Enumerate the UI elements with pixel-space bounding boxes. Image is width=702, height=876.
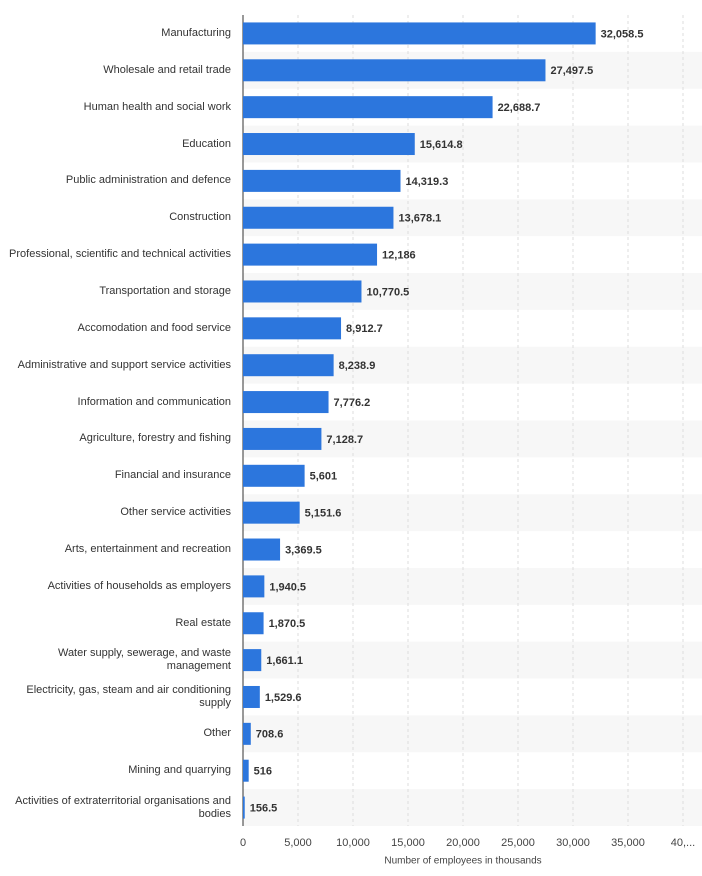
bar	[243, 759, 249, 782]
y-tick-label: Education	[182, 137, 231, 150]
value-label: 27,497.5	[550, 65, 593, 77]
bar	[243, 206, 394, 229]
y-tick-label: Activities of extraterritorial organisat…	[15, 794, 231, 820]
y-tick-label: Accomodation and food service	[77, 321, 231, 334]
value-label: 5,151.6	[305, 508, 342, 520]
bar	[243, 501, 300, 524]
x-tick-label: 25,000	[501, 837, 535, 849]
y-tick-label: Information and communication	[77, 395, 231, 408]
y-tick-label: Financial and insurance	[114, 469, 231, 482]
bar	[243, 354, 334, 377]
x-tick-label: 35,000	[611, 837, 645, 849]
y-tick-label: Transportation and storage	[99, 284, 231, 297]
y-tick-label: Activities of households as employers	[47, 579, 231, 592]
bar	[243, 612, 264, 635]
y-tick-label: Administrative and support service activ…	[17, 358, 231, 371]
bar	[243, 22, 596, 45]
bar	[243, 280, 362, 303]
x-tick-label: 30,000	[556, 837, 590, 849]
bar	[243, 649, 262, 672]
value-label: 1,870.5	[269, 618, 306, 630]
bar	[243, 317, 342, 340]
value-label: 7,776.2	[334, 397, 371, 409]
y-tick-label: Other	[203, 727, 231, 740]
y-tick-label: Electricity, gas, steam and air conditio…	[26, 683, 231, 709]
value-label: 12,186	[382, 250, 416, 262]
value-label: 3,369.5	[285, 544, 322, 556]
value-label: 1,940.5	[269, 581, 306, 593]
value-label: 8,912.7	[346, 323, 383, 335]
bar	[243, 685, 260, 708]
x-tick-label: 40,...	[671, 837, 695, 849]
x-tick-label: 5,000	[284, 837, 312, 849]
row-stripe	[243, 789, 702, 826]
x-tick-label: 15,000	[391, 837, 425, 849]
bar	[243, 391, 329, 414]
y-tick-label: Construction	[169, 211, 231, 224]
y-tick-label: Manufacturing	[161, 26, 231, 39]
value-label: 10,770.5	[366, 286, 409, 298]
value-label: 1,529.6	[265, 692, 302, 704]
value-label: 15,614.8	[420, 139, 463, 151]
value-label: 32,058.5	[601, 28, 644, 40]
y-tick-label: Other service activities	[120, 506, 231, 519]
x-tick-label: 10,000	[336, 837, 370, 849]
value-label: 1,661.1	[266, 655, 303, 667]
y-tick-label: Public administration and defence	[65, 174, 231, 187]
row-stripe	[243, 641, 702, 679]
value-label: 708.6	[256, 729, 284, 741]
bar	[243, 169, 401, 192]
y-tick-label: Water supply, sewerage, and waste manage…	[57, 647, 231, 673]
value-label: 14,319.3	[406, 176, 449, 188]
value-label: 5,601	[310, 471, 338, 483]
x-tick-label: 20,000	[446, 837, 480, 849]
value-label: 22,688.7	[498, 102, 541, 114]
y-tick-label: Human health and social work	[83, 100, 231, 113]
y-tick-label: Professional, scientific and technical a…	[9, 248, 231, 261]
y-tick-label: Arts, entertainment and recreation	[64, 543, 231, 555]
row-stripe	[243, 567, 702, 605]
row-stripe	[243, 715, 702, 753]
value-label: 13,678.1	[398, 213, 441, 225]
bar	[243, 59, 546, 82]
y-tick-label: Mining and quarrying	[128, 764, 231, 777]
bar	[243, 96, 493, 119]
bar	[243, 538, 281, 561]
bar	[243, 464, 305, 487]
bar	[243, 427, 322, 450]
x-tick-label: 0	[240, 837, 246, 849]
y-tick-label: Wholesale and retail trade	[103, 63, 231, 76]
value-label: 7,128.7	[326, 434, 363, 446]
bar	[243, 722, 251, 745]
x-axis-title: Number of employees in thousands	[384, 856, 541, 867]
value-label: 516	[254, 766, 272, 778]
y-tick-label: Real estate	[175, 616, 231, 629]
y-tick-label: Agriculture, forestry and fishing	[79, 432, 231, 445]
value-label: 156.5	[250, 802, 278, 814]
bar	[243, 133, 415, 156]
row-stripe	[243, 494, 702, 532]
bar	[243, 575, 265, 598]
value-label: 8,238.9	[339, 360, 376, 372]
bar	[243, 796, 245, 819]
bar	[243, 243, 378, 266]
